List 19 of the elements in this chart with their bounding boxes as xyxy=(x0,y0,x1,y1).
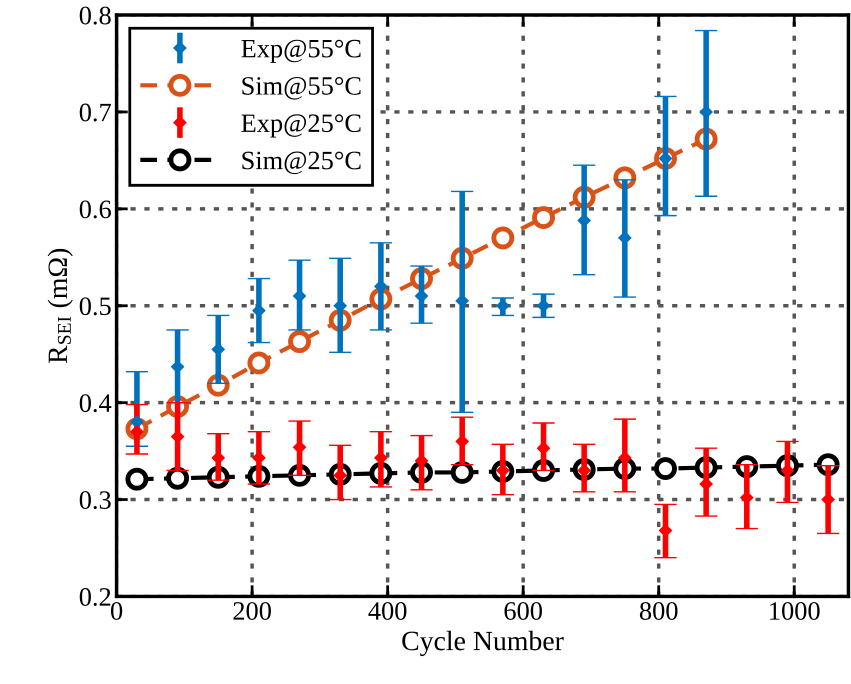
x-tick-label: 400 xyxy=(368,602,406,620)
y-tick-label: 0.8 xyxy=(80,6,111,25)
y-axis-title: R$_{SEI}$ (mΩ) xyxy=(48,248,73,364)
y-tick-label: 0.7 xyxy=(80,104,111,122)
y-tick-label: 0.2 xyxy=(80,588,110,606)
legend-label: Sim@25°C xyxy=(242,152,361,174)
x-tick-label: 600 xyxy=(504,602,542,620)
x-tick-label: 1000 xyxy=(770,602,820,620)
legend-label: Exp@55°C xyxy=(241,40,361,63)
y-tick-label: 0.3 xyxy=(80,491,111,510)
y-tick-label: 0.6 xyxy=(80,200,111,218)
x-axis-title: Cycle Number xyxy=(402,630,564,656)
x-tick-label: 200 xyxy=(233,602,271,620)
y-tick-label: 0.5 xyxy=(80,297,111,316)
legend-label: Exp@25°C xyxy=(241,114,361,138)
x-tick-label: 800 xyxy=(640,602,678,620)
x-tick-label: 0 xyxy=(110,602,122,620)
y-tick-label: 0.4 xyxy=(80,394,112,412)
legend-label: Sim@55°C xyxy=(242,76,361,100)
